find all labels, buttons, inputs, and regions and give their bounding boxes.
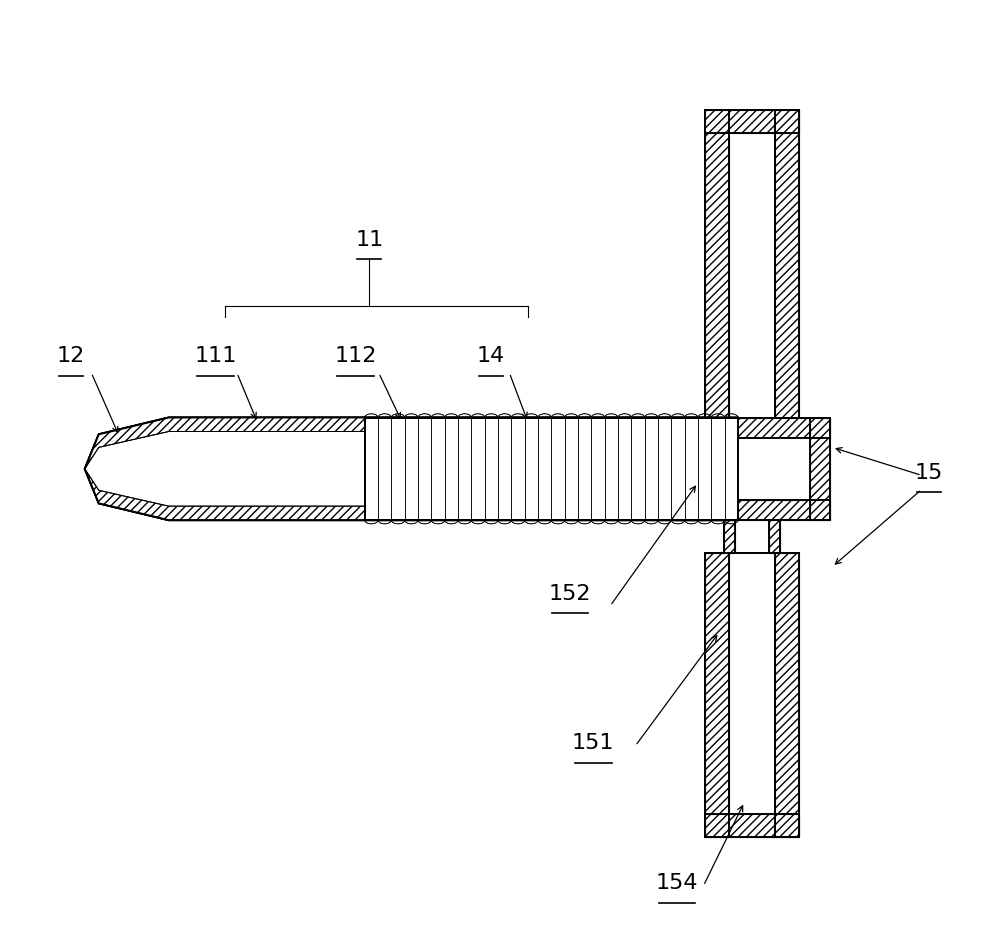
- Bar: [775, 110, 799, 418]
- Bar: [705, 110, 729, 418]
- Text: 151: 151: [572, 733, 615, 754]
- Bar: [365, 418, 738, 520]
- Text: 112: 112: [334, 347, 377, 366]
- Polygon shape: [85, 469, 738, 520]
- Text: 15: 15: [915, 463, 943, 483]
- Bar: [674, 418, 694, 520]
- Text: 14: 14: [477, 347, 505, 366]
- Bar: [810, 418, 830, 520]
- Bar: [724, 520, 735, 553]
- Polygon shape: [85, 469, 738, 520]
- Polygon shape: [85, 418, 738, 520]
- Text: 12: 12: [57, 347, 85, 366]
- Bar: [769, 520, 780, 553]
- Polygon shape: [85, 418, 738, 469]
- Bar: [775, 110, 799, 418]
- Bar: [775, 553, 799, 837]
- Bar: [705, 814, 799, 837]
- Bar: [705, 110, 729, 418]
- Bar: [365, 418, 738, 520]
- Text: 111: 111: [194, 347, 237, 366]
- Text: 11: 11: [355, 229, 383, 250]
- Bar: [674, 418, 694, 520]
- Bar: [810, 418, 830, 520]
- Polygon shape: [85, 418, 738, 520]
- Bar: [705, 553, 729, 837]
- Bar: [705, 110, 799, 133]
- Bar: [705, 110, 799, 418]
- Bar: [694, 438, 810, 500]
- Polygon shape: [85, 418, 738, 469]
- Bar: [724, 520, 780, 553]
- Bar: [674, 418, 830, 438]
- Bar: [775, 553, 799, 837]
- Bar: [674, 418, 830, 520]
- Text: 154: 154: [656, 873, 699, 893]
- Bar: [705, 553, 799, 837]
- Bar: [674, 500, 830, 520]
- Bar: [674, 418, 830, 438]
- Bar: [769, 520, 780, 553]
- Bar: [674, 500, 830, 520]
- Text: 152: 152: [549, 584, 591, 604]
- Bar: [705, 814, 799, 837]
- Bar: [724, 520, 735, 553]
- Bar: [705, 553, 729, 837]
- Bar: [705, 110, 799, 133]
